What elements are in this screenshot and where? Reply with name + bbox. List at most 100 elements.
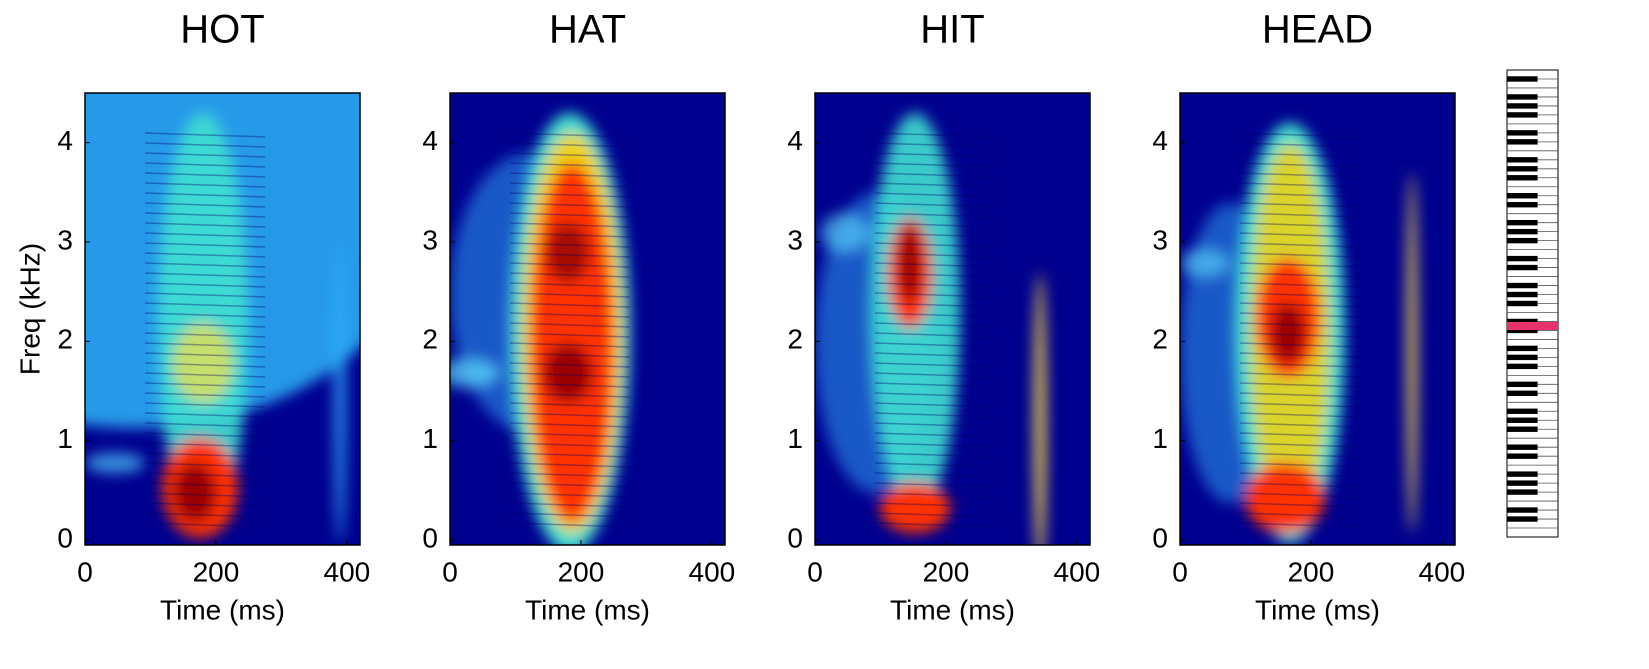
- x-tick-label: 200: [923, 556, 970, 587]
- y-tick-label: 0: [422, 522, 438, 553]
- plot-frame: [84, 92, 361, 546]
- spectrogram: [1180, 93, 1455, 545]
- harmonic: [509, 242, 631, 248]
- harmonic: [509, 382, 631, 388]
- harmonic: [144, 392, 266, 398]
- harmonic: [509, 172, 631, 178]
- harmonic: [144, 432, 266, 438]
- harmonic: [144, 442, 266, 448]
- x-tick-label: 200: [1288, 556, 1335, 587]
- harmonic: [1239, 302, 1361, 308]
- harmonic: [509, 432, 631, 438]
- harmonic: [509, 342, 631, 348]
- harmonic: [874, 182, 996, 188]
- y-tick-label: 2: [57, 324, 73, 355]
- x-axis-label: Time (ms): [1255, 594, 1380, 625]
- harmonic: [874, 262, 996, 268]
- energy-blob: [530, 163, 614, 523]
- y-tick-label: 1: [422, 423, 438, 454]
- energy-blob: [450, 358, 500, 388]
- harmonic: [874, 242, 996, 248]
- harmonic: [144, 212, 266, 218]
- harmonic: [509, 402, 631, 408]
- harmonic: [874, 232, 996, 238]
- harmonic: [144, 502, 266, 508]
- panel-title: HEAD: [1262, 8, 1373, 52]
- x-tick-label: 200: [193, 556, 240, 587]
- harmonic: [509, 212, 631, 218]
- harmonic: [509, 192, 631, 198]
- x-tick-label: 400: [689, 556, 736, 587]
- harmonic: [144, 162, 266, 168]
- black-key: [1507, 300, 1538, 307]
- harmonic: [509, 462, 631, 468]
- harmonic: [1239, 132, 1361, 138]
- energy-blob: [820, 213, 870, 253]
- y-tick-label: 0: [1152, 522, 1168, 553]
- spectral-energy: [1180, 123, 1417, 543]
- black-key: [1507, 103, 1538, 109]
- harmonic: [144, 152, 266, 158]
- harmonic: [144, 402, 266, 408]
- y-tick-label: 3: [57, 224, 73, 255]
- harmonic: [1239, 322, 1361, 328]
- black-key: [1507, 175, 1538, 181]
- x-axis-label: Time (ms): [525, 594, 650, 625]
- x-tick-label: 0: [77, 556, 93, 587]
- spectral-energy: [815, 113, 1046, 545]
- harmonic: [874, 152, 996, 158]
- black-key: [1507, 237, 1538, 244]
- harmonic: [1239, 182, 1361, 188]
- black-key: [1507, 282, 1538, 289]
- harmonic: [874, 442, 996, 448]
- energy-blob: [1270, 303, 1306, 363]
- harmonic: [1239, 202, 1361, 208]
- black-key: [1507, 157, 1538, 163]
- harmonic: [1239, 462, 1361, 468]
- harmonic: [144, 142, 266, 148]
- harmonic: [144, 182, 266, 188]
- harmonic: [1239, 252, 1361, 258]
- x-axis-label: Time (ms): [160, 594, 285, 625]
- harmonic: [144, 512, 266, 518]
- harmonic: [874, 432, 996, 438]
- harmonic: [509, 312, 631, 318]
- black-key: [1507, 444, 1538, 450]
- energy-blob: [880, 483, 950, 533]
- harmonic: [1239, 262, 1361, 268]
- harmonic: [1239, 342, 1361, 348]
- black-key: [1507, 291, 1538, 298]
- harmonic: [874, 512, 996, 518]
- harmonic: [144, 482, 266, 488]
- harmonic: [509, 492, 631, 498]
- black-key: [1507, 480, 1538, 486]
- harmonic: [509, 182, 631, 188]
- energy-blob: [334, 243, 346, 543]
- harmonic: [509, 272, 631, 278]
- harmonic: [1239, 502, 1361, 508]
- black-key: [1507, 471, 1538, 477]
- energy-blob: [543, 343, 593, 403]
- harmonic: [509, 202, 631, 208]
- harmonic: [1239, 312, 1361, 318]
- harmonic: [874, 482, 996, 488]
- harmonic: [144, 242, 266, 248]
- harmonic: [509, 522, 631, 528]
- harmonic: [1239, 272, 1361, 278]
- harmonic: [509, 452, 631, 458]
- y-tick-label: 2: [787, 324, 803, 355]
- harmonic: [509, 152, 631, 158]
- y-tick-label: 3: [422, 224, 438, 255]
- harmonic: [874, 382, 996, 388]
- y-tick-label: 1: [1152, 423, 1168, 454]
- harmonic: [874, 192, 996, 198]
- harmonic: [509, 302, 631, 308]
- y-tick-label: 2: [1152, 324, 1168, 355]
- harmonic: [144, 362, 266, 368]
- harmonic: [1239, 162, 1361, 168]
- harmonic: [144, 312, 266, 318]
- harmonic: [144, 222, 266, 228]
- harmonic: [144, 472, 266, 478]
- harmonic: [874, 172, 996, 178]
- harmonic: [1239, 482, 1361, 488]
